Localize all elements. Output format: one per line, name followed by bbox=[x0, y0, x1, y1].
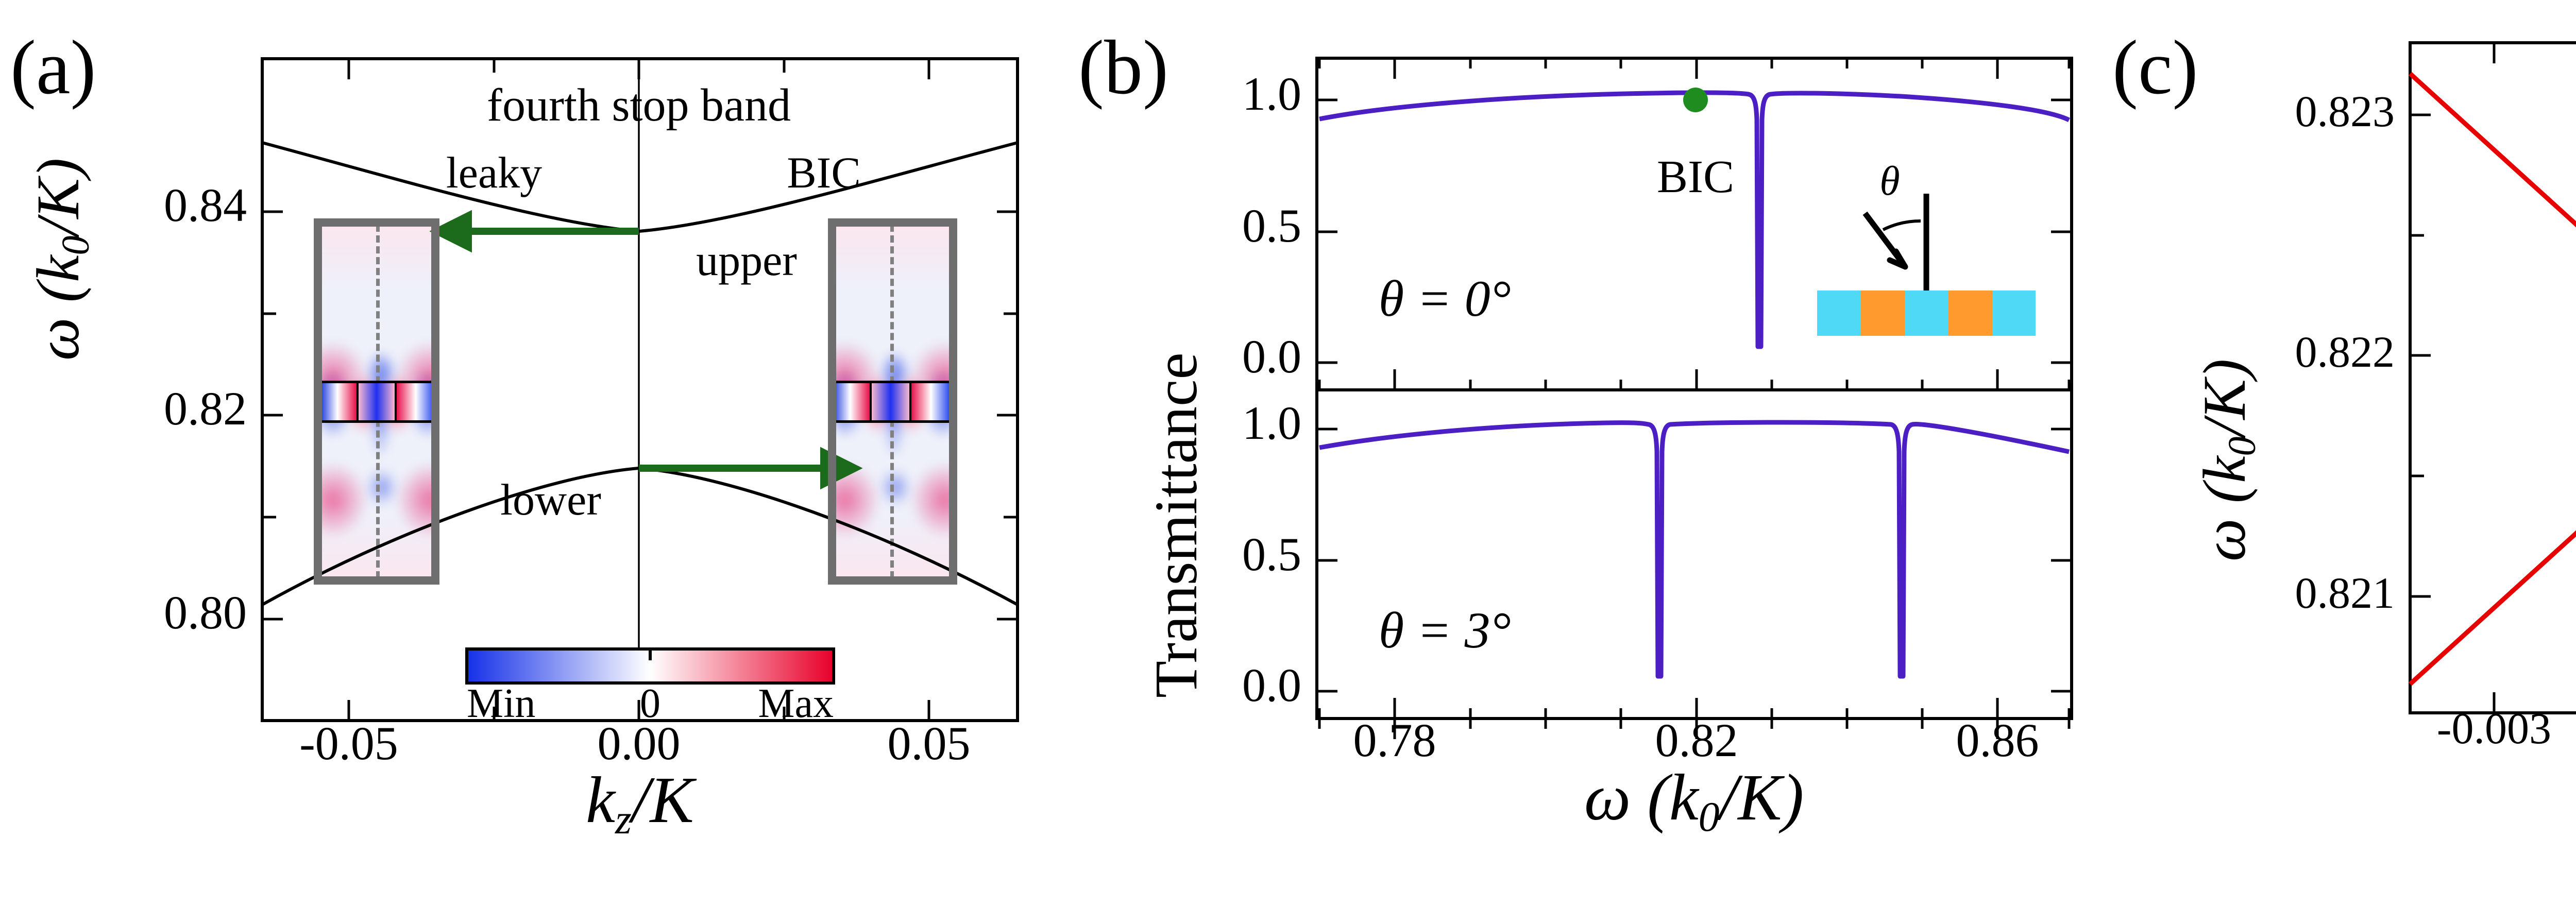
svg-text:0.5: 0.5 bbox=[1242, 528, 1301, 580]
svg-text:θ: θ bbox=[1879, 159, 1900, 204]
svg-text:0.05: 0.05 bbox=[888, 717, 971, 770]
svg-text:1.0: 1.0 bbox=[1242, 67, 1301, 120]
svg-text:0.0: 0.0 bbox=[1242, 330, 1301, 383]
svg-text:0.823: 0.823 bbox=[2295, 87, 2395, 136]
svg-text:0.78: 0.78 bbox=[1353, 714, 1436, 766]
svg-text:-0.05: -0.05 bbox=[299, 717, 398, 770]
svg-text:0.822: 0.822 bbox=[2295, 327, 2395, 377]
svg-text:leaky: leaky bbox=[446, 148, 542, 197]
svg-text:0.82: 0.82 bbox=[164, 382, 247, 435]
svg-text:0.80: 0.80 bbox=[164, 586, 247, 639]
svg-text:1.0: 1.0 bbox=[1242, 397, 1301, 449]
svg-text:0.0: 0.0 bbox=[1242, 659, 1301, 711]
svg-text:0.5: 0.5 bbox=[1242, 199, 1301, 252]
svg-text:BIC: BIC bbox=[1657, 151, 1734, 202]
svg-text:lower: lower bbox=[500, 475, 601, 524]
svg-text:0.00: 0.00 bbox=[598, 717, 681, 770]
svg-text:0.86: 0.86 bbox=[1956, 714, 2039, 766]
svg-text:θ = 0°: θ = 0° bbox=[1379, 270, 1511, 327]
svg-text:0.84: 0.84 bbox=[164, 179, 247, 231]
svg-text:0.82: 0.82 bbox=[1655, 714, 1738, 766]
svg-text:fourth stop band: fourth stop band bbox=[487, 80, 791, 131]
svg-text:upper: upper bbox=[696, 235, 797, 285]
svg-text:Min: Min bbox=[467, 681, 535, 726]
svg-text:Max: Max bbox=[758, 681, 834, 726]
svg-text:θ = 3°: θ = 3° bbox=[1379, 602, 1511, 659]
svg-text:-0.003: -0.003 bbox=[2437, 704, 2551, 753]
svg-text:0: 0 bbox=[640, 681, 660, 726]
svg-text:0.821: 0.821 bbox=[2295, 568, 2395, 618]
svg-text:BIC: BIC bbox=[787, 148, 860, 197]
